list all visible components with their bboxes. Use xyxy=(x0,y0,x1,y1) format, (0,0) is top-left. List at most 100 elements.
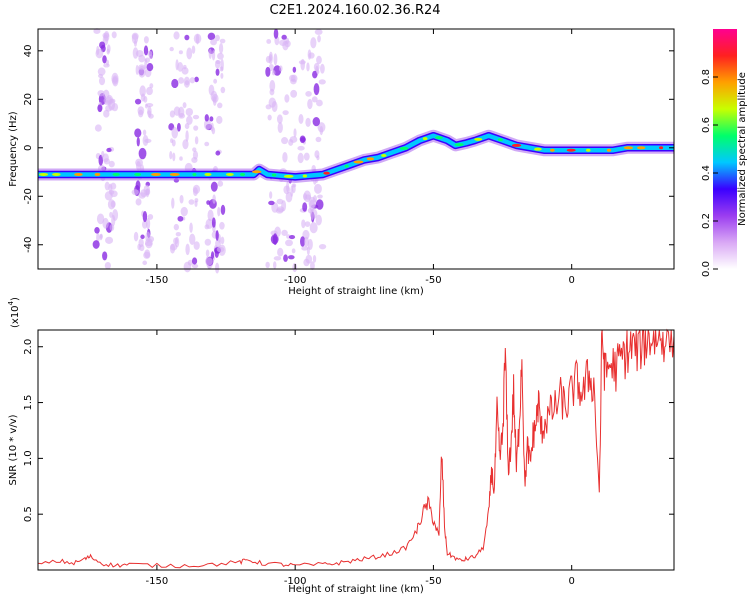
noise-blob xyxy=(298,60,306,65)
noise-blob xyxy=(285,239,293,247)
noise-blob xyxy=(139,85,146,97)
noise-blob xyxy=(189,222,193,233)
ridge-peak xyxy=(623,146,634,150)
noise-blob xyxy=(317,194,323,199)
ridge-peak xyxy=(497,138,503,142)
noise-blob xyxy=(104,261,111,270)
noise-blob xyxy=(142,129,147,136)
noise-blob xyxy=(219,38,226,44)
noise-blob xyxy=(171,197,175,209)
noise-blob xyxy=(173,106,181,116)
noise-blob xyxy=(217,52,224,60)
noise-blob xyxy=(215,239,221,248)
noise-blob xyxy=(265,261,270,268)
noise-blob xyxy=(271,202,279,213)
ridge-peak xyxy=(550,148,555,152)
noise-blob xyxy=(173,237,179,245)
noise-blob xyxy=(173,31,180,40)
noise-blob xyxy=(269,80,276,92)
noise-blob xyxy=(313,83,320,96)
noise-blob xyxy=(316,55,322,65)
noise-blob xyxy=(284,40,291,48)
snr-xlabel: Height of straight line (km) xyxy=(288,584,424,595)
noise-blob xyxy=(307,49,312,60)
svg-text:(x104): (x104) xyxy=(7,297,21,328)
noise-blob xyxy=(282,152,288,163)
noise-blob xyxy=(146,86,153,96)
ridge-peak xyxy=(74,172,83,176)
ridge-peak xyxy=(353,160,364,164)
noise-blob xyxy=(191,263,199,269)
noise-blob xyxy=(316,99,323,107)
noise-blob xyxy=(305,194,311,200)
noise-blob xyxy=(217,206,221,217)
snr-ticks: -150 -100 -50 0 0.5 1.0 1.5 2.0 xyxy=(23,330,674,587)
y-tick-label: 1.0 xyxy=(23,450,34,466)
ridge-peak xyxy=(454,143,464,147)
noise-blob xyxy=(205,249,210,257)
x-tick-label: -50 xyxy=(425,275,441,286)
noise-blob xyxy=(186,47,193,60)
noise-blob xyxy=(179,156,183,161)
noise-blob xyxy=(192,184,201,194)
noise-blob xyxy=(186,115,193,125)
noise-blob xyxy=(301,219,306,229)
ridge-peak xyxy=(134,172,142,176)
noise-blob xyxy=(106,59,110,66)
ridge-peak xyxy=(422,137,428,141)
ridge-peak xyxy=(399,146,409,150)
noise-blob xyxy=(268,64,274,71)
noise-blob xyxy=(148,54,153,60)
noise-blob xyxy=(220,86,226,94)
colorbar-tick-label: 0.8 xyxy=(701,69,712,85)
noise-blob xyxy=(213,78,218,84)
noise-blob xyxy=(215,68,220,76)
ridge-peak xyxy=(151,172,161,176)
spectrogram-frame xyxy=(37,28,675,270)
noise-blob xyxy=(102,55,107,64)
noise-blob xyxy=(216,246,225,253)
noise-blob xyxy=(273,256,282,261)
noise-blob xyxy=(139,244,145,252)
noise-blob xyxy=(217,102,223,109)
noise-blob xyxy=(273,261,277,269)
noise-blob xyxy=(135,198,142,206)
colorbar-label: Normalized spectral amplitude xyxy=(737,72,748,226)
noise-blob xyxy=(311,96,318,103)
noise-blob xyxy=(143,95,148,103)
noise-blob xyxy=(316,155,320,161)
noise-blob xyxy=(279,65,283,72)
noise-blob xyxy=(312,70,318,79)
noise-blob xyxy=(291,248,296,254)
noise-blob xyxy=(310,208,315,221)
noise-blob xyxy=(212,194,216,204)
noise-blob xyxy=(144,138,152,143)
noise-blob xyxy=(111,31,117,39)
noise-blob xyxy=(265,66,271,77)
snr-multiplier-close: ) xyxy=(10,297,21,301)
noise-blob xyxy=(135,64,139,75)
ridge-peak xyxy=(586,148,591,152)
x-tick-label: -100 xyxy=(284,275,307,286)
y-tick-label: -20 xyxy=(23,188,34,204)
colorbar-tick-label: 0.2 xyxy=(701,213,712,229)
noise-blob xyxy=(102,251,108,261)
noise-blob xyxy=(110,190,118,198)
noise-blob xyxy=(143,36,149,44)
noise-blob xyxy=(212,96,217,106)
noise-blob xyxy=(177,215,184,222)
noise-blob xyxy=(310,261,315,271)
noise-blob xyxy=(172,152,176,162)
noise-blob xyxy=(307,238,313,251)
noise-blob xyxy=(138,54,146,63)
snr-multiplier: (x104) xyxy=(7,297,21,328)
noise-blob xyxy=(314,29,323,35)
x-tick-label: -150 xyxy=(146,275,169,286)
ridge-peak xyxy=(271,173,277,177)
noise-blob xyxy=(288,235,296,240)
noise-blob xyxy=(203,119,212,130)
noise-blob xyxy=(108,160,115,168)
ridge-peak xyxy=(283,174,294,178)
noise-blob xyxy=(105,236,114,244)
